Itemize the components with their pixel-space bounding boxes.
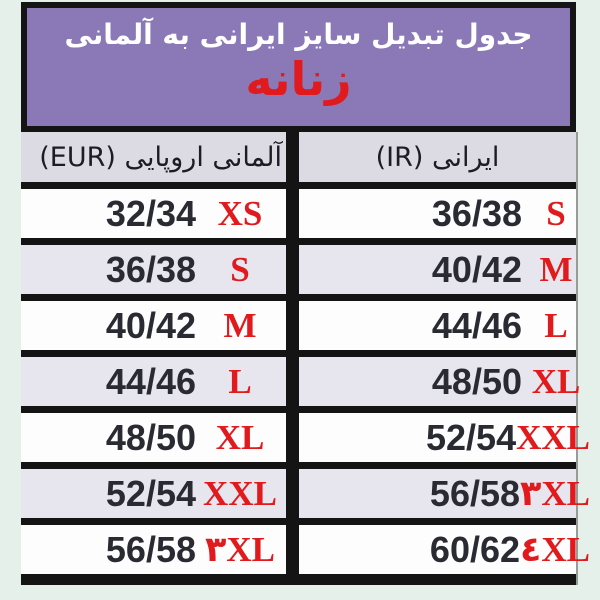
eur-size-label: S [230,250,250,289]
eur-size-label: ۳XL [205,530,275,569]
ir-size-label: ۳XL [520,474,590,513]
ir-size-label: M [539,250,573,289]
eur-size-value: 52/54 [105,472,196,514]
table-row: 48/50 XL 52/54 XXL [21,413,590,469]
ir-size-value: 40/42 [431,248,522,290]
column-divider [286,132,299,182]
eur-cell: 52/54 XXL [21,469,286,518]
ir-size-value: 56/58 [429,472,521,514]
page-title: جدول تبدیل سایز ایرانی به آلمانی [64,18,533,51]
eur-size-value: 56/58 [105,528,196,570]
gender-label: زنانه [245,52,352,107]
column-divider [286,301,299,350]
column-divider [286,245,299,294]
table-row: 44/46 L 48/50 XL [21,357,580,413]
ir-cell: 56/58 ۳XL [299,469,590,518]
eur-size-label: XS [217,194,263,233]
column-divider [286,525,299,574]
ir-size-value: 52/54 [426,416,517,458]
column-divider [286,413,299,462]
ir-cell: 48/50 XL [299,357,580,406]
table-header-row: آلمانی اروپایی (EUR) ایرانی (IR) [21,132,576,189]
eur-cell: 48/50 XL [21,413,286,462]
eur-size-value: 40/42 [105,304,196,346]
ir-size-label: ٤XL [520,530,590,569]
eur-size-label: XL [215,418,265,457]
table-row: 36/38 S 40/42 M [21,245,576,301]
column-header-eur-label: آلمانی اروپایی (EUR) [39,141,282,173]
ir-cell: 36/38 S [299,189,576,238]
ir-cell: 40/42 M [299,245,576,294]
ir-cell: 52/54 XXL [299,413,590,462]
ir-cell: 60/62 ٤XL [299,525,590,574]
table-row: 52/54 XXL 56/58 ۳XL [21,469,590,525]
eur-cell: 56/58 ۳XL [21,525,286,574]
ir-size-value: 60/62 [429,528,521,570]
ir-size-value: 48/50 [431,360,522,402]
eur-size-label: L [228,362,252,401]
column-divider [286,189,299,238]
table-row: 40/42 M 44/46 L [21,301,576,357]
eur-size-label: XXL [203,474,277,513]
ir-size-label: L [544,306,568,345]
column-divider [286,357,299,406]
eur-size-value: 32/34 [105,192,196,234]
eur-cell: 32/34 XS [21,189,286,238]
eur-cell: 40/42 M [21,301,286,350]
column-header-eur: آلمانی اروپایی (EUR) [21,132,286,182]
eur-size-label: M [223,306,257,345]
column-divider [286,469,299,518]
ir-size-label: XXL [516,418,590,457]
eur-cell: 36/38 S [21,245,286,294]
conversion-table: آلمانی اروپایی (EUR) ایرانی (IR) 32/34 X… [21,132,590,585]
table-row: 56/58 ۳XL 60/62 ٤XL [21,525,590,585]
eur-size-value: 48/50 [105,416,196,458]
title-banner: جدول تبدیل سایز ایرانی به آلمانی زنانه [21,2,576,132]
ir-size-label: S [546,194,566,233]
eur-size-value: 44/46 [105,360,196,402]
table-row: 32/34 XS 36/38 S [21,189,576,245]
column-header-ir-label: ایرانی (IR) [375,141,500,173]
ir-size-label: XL [531,362,581,401]
eur-size-value: 36/38 [105,248,196,290]
ir-size-value: 44/46 [431,304,522,346]
ir-cell: 44/46 L [299,301,576,350]
ir-size-value: 36/38 [431,192,522,234]
eur-cell: 44/46 L [21,357,286,406]
column-header-ir: ایرانی (IR) [299,132,576,182]
